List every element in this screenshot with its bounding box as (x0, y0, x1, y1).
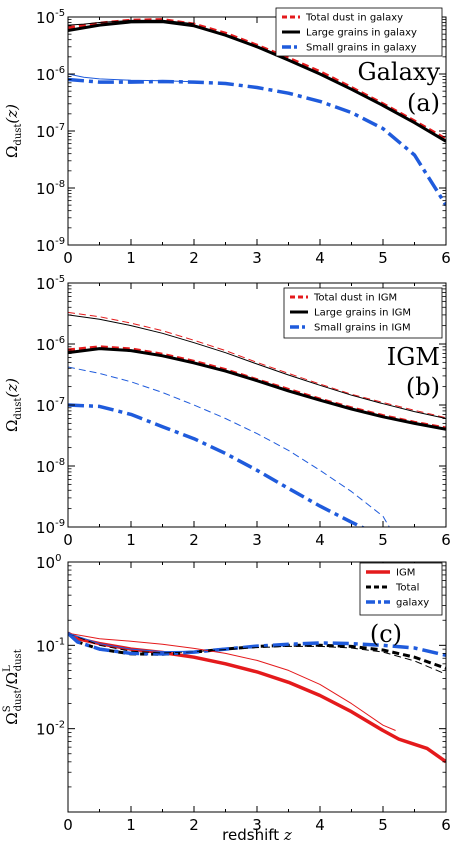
panel-tag-label: (a) (407, 89, 440, 117)
x-tick-label: 5 (378, 816, 388, 834)
series-line-total (68, 632, 446, 670)
x-tick-label: 5 (378, 531, 388, 549)
series-line-galaxy (68, 631, 446, 658)
series-line-total-dust-in-galaxy (68, 18, 446, 141)
panel-galaxy: 0 1 2 3 4 5 6 10-9 10-8 10-7 10-6 10-5 Ωdust(z) Galax… (3, 7, 451, 267)
panel-tag-label: (b) (406, 373, 440, 401)
series-line-thin-4 (68, 314, 446, 419)
x-tick-label: 3 (252, 531, 262, 549)
y-tick-label: 100 (36, 553, 61, 572)
x-tick-label: 4 (315, 249, 325, 267)
series-line-thin-5 (68, 632, 195, 653)
legend: IGM Total galaxy (359, 562, 443, 616)
y-tick-label: 10-7 (36, 396, 65, 415)
series-line-thin-3 (68, 73, 195, 83)
x-tick-label: 2 (189, 249, 199, 267)
x-tick-label: 1 (126, 249, 136, 267)
y-axis-label: Ωdust(z) (3, 378, 24, 432)
y-tick-label: 10-1 (36, 636, 65, 655)
y-tick-label: 10-7 (36, 122, 65, 141)
legend-label: Total dust in IGM (313, 293, 397, 304)
y-tick-label: 10-8 (36, 457, 65, 476)
y-tick-label: 10-5 (36, 274, 65, 293)
y-tick-label: 10-2 (36, 720, 65, 739)
series-line-thin-3 (68, 632, 396, 731)
x-tick-label: 2 (189, 531, 199, 549)
x-tick-label: 1 (126, 531, 136, 549)
x-tick-label: 3 (252, 249, 262, 267)
panel-igm: 0 1 2 3 4 5 6 10-9 10-8 10-7 10-6 10-5 Ωdust(z) IGM(b… (3, 274, 451, 549)
x-tick-label: 1 (126, 816, 136, 834)
legend: Total dust in IGM Large grains in IGM Smal… (283, 287, 443, 339)
x-tick-label: 4 (315, 816, 325, 834)
legend-label: Small grains in galaxy (306, 43, 417, 54)
y-tick-label: 10-5 (36, 8, 65, 27)
legend-label: Large grains in IGM (314, 308, 411, 319)
legend-label: galaxy (396, 598, 429, 609)
legend-box (283, 287, 443, 339)
y-tick-label: 10-6 (36, 65, 65, 84)
legend-label: Total (395, 583, 419, 594)
panel-ratio: 0 1 2 3 4 5 6 10-2 10-1 100 ΩSdust/ΩLdust redshift … (2, 553, 451, 844)
legend: Total dust in galaxy Large grains in gala… (275, 7, 443, 57)
x-tick-label: 6 (441, 531, 451, 549)
y-tick-label: 10-6 (36, 335, 65, 354)
series-line-thin-5 (68, 366, 390, 527)
x-tick-label: 3 (252, 816, 262, 834)
y-tick-label: 10-9 (36, 236, 65, 255)
y-tick-label: 10-9 (36, 518, 65, 537)
series-group (68, 311, 446, 527)
x-tick-label: 6 (441, 816, 451, 834)
legend-label: Total dust in galaxy (305, 13, 403, 24)
y-axis-label: ΩSdust/ΩLdust (2, 649, 24, 724)
x-tick-label: 0 (63, 531, 73, 549)
series-line-thin-4 (68, 632, 446, 675)
x-axis-label: redshift z (222, 826, 292, 844)
x-tick-label: 0 (63, 816, 73, 834)
panel-name-label: Galaxy (357, 58, 440, 86)
series-line-small-grains-in-igm (68, 403, 366, 527)
legend-label: IGM (396, 568, 415, 579)
series-line-small-grains-in-galaxy (68, 77, 446, 207)
legend-box (275, 7, 443, 57)
y-tick-label: 10-8 (36, 179, 65, 198)
series-line-thin-4 (68, 19, 195, 26)
panel-tag-label: (c) (370, 620, 402, 648)
legend-label: Large grains in galaxy (306, 28, 417, 39)
series-line-large-grains-in-igm (68, 347, 446, 431)
legend-label: Small grains in IGM (314, 323, 411, 334)
panel-name-label: IGM (387, 343, 440, 371)
x-tick-label: 6 (441, 249, 451, 267)
y-axis-label: Ωdust(z) (3, 104, 24, 158)
x-tick-label: 0 (63, 249, 73, 267)
x-tick-label: 5 (378, 249, 388, 267)
series-group (68, 631, 446, 764)
x-tick-label: 4 (315, 531, 325, 549)
x-tick-label: 2 (189, 816, 199, 834)
